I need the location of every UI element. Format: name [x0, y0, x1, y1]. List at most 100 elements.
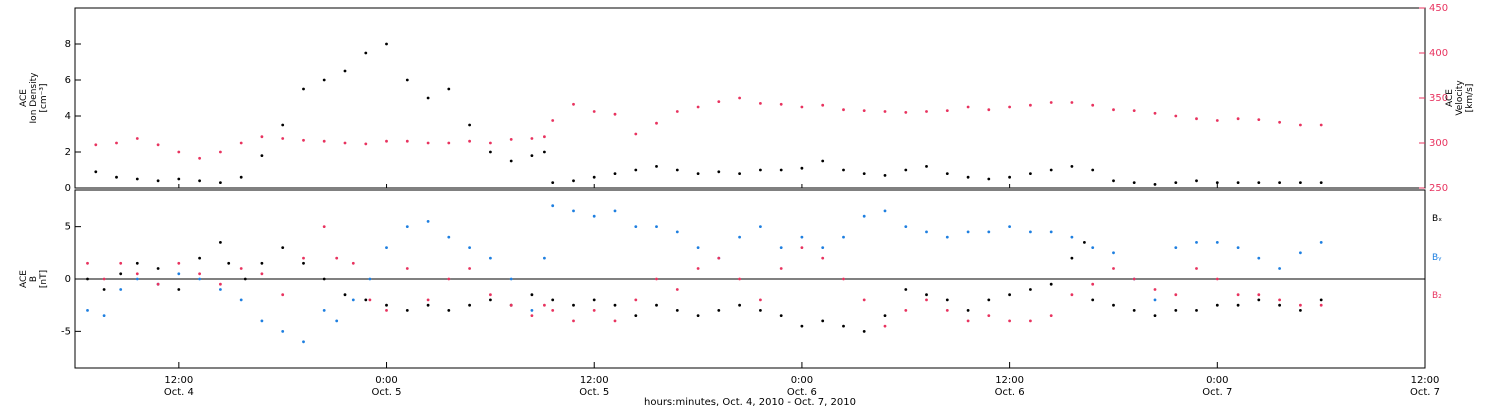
- density-point-19: [489, 150, 492, 154]
- velocity-point-18: [468, 139, 471, 143]
- bx-point-17: [405, 309, 409, 312]
- density-point-53: [1174, 181, 1178, 185]
- bz-point-6: [198, 272, 202, 276]
- bz-point-40: [862, 298, 866, 302]
- x-tick-time-6: 12:00: [1411, 375, 1440, 386]
- velocity-point-58: [1278, 120, 1281, 124]
- by-point-6: [198, 277, 202, 281]
- velocity-point-25: [592, 110, 596, 113]
- bx-point-12: [302, 261, 305, 265]
- bx-point-7: [219, 241, 222, 244]
- density-point-41: [925, 165, 928, 168]
- velocity-point-2: [135, 137, 139, 140]
- bz-point-18: [426, 298, 430, 302]
- velocity-point-59: [1299, 123, 1302, 127]
- density-point-20: [509, 159, 513, 163]
- bx-point-18: [426, 303, 430, 307]
- density-point-37: [842, 168, 845, 172]
- by-point-34: [738, 235, 741, 239]
- bz-point-30: [655, 277, 658, 281]
- by-point-55: [1174, 246, 1178, 250]
- bz-point-36: [779, 267, 783, 270]
- bx-point-34: [759, 309, 762, 312]
- bx-point-23: [530, 293, 534, 297]
- velocity-point-0: [94, 143, 98, 147]
- velocity-axis-label-3: 400: [1429, 48, 1448, 59]
- velocity-point-30: [696, 105, 700, 109]
- velocity-point-43: [966, 105, 970, 109]
- bz-point-7: [219, 282, 222, 286]
- velocity-point-20: [509, 138, 513, 141]
- velocity-point-50: [1112, 108, 1115, 112]
- bx-point-56: [1195, 309, 1198, 312]
- by-point-10: [281, 330, 285, 333]
- bx-point-1: [102, 288, 106, 291]
- velocity-axis-label-1: 300: [1429, 138, 1448, 149]
- bx-point-44: [966, 309, 970, 312]
- by-point-39: [842, 235, 845, 239]
- x-axis-title: hours:minutes, Oct. 4, 2010 - Oct. 7, 20…: [644, 397, 856, 408]
- by-point-16: [385, 246, 388, 250]
- by-point-20: [468, 246, 471, 250]
- by-point-15: [368, 277, 372, 281]
- density-point-39: [883, 174, 887, 177]
- velocity-point-45: [1008, 105, 1011, 109]
- velocity-axis-label-0: 250: [1429, 183, 1448, 194]
- bz-point-5: [177, 261, 181, 265]
- by-point-54: [1153, 298, 1157, 302]
- density-point-42: [945, 172, 949, 176]
- velocity-point-27: [634, 132, 638, 136]
- velocity-point-11: [322, 139, 326, 143]
- by-point-43: [925, 230, 928, 234]
- bz-point-49: [1049, 314, 1053, 317]
- by-point-38: [821, 246, 825, 250]
- velocity-point-35: [800, 105, 804, 109]
- bx-point-15: [364, 298, 368, 302]
- bx-point-6: [198, 256, 202, 260]
- density-point-52: [1153, 183, 1157, 186]
- by-point-59: [1257, 256, 1261, 260]
- bz-point-32: [696, 267, 700, 270]
- velocity-point-21: [530, 137, 534, 140]
- bz-point-44: [945, 309, 949, 312]
- density-point-11: [322, 78, 326, 82]
- bz-point-59: [1257, 293, 1261, 297]
- bx-point-35: [779, 314, 783, 317]
- plasma-panel: 0 2 4 6 8 250 300 350 400 450 ACEIon Density[cm⁻³]…: [19, 3, 1475, 194]
- bz-point-53: [1132, 277, 1136, 281]
- velocity-point-57: [1257, 118, 1261, 121]
- bx-point-37: [821, 319, 825, 323]
- by-point-8: [239, 298, 243, 302]
- bx-point-3: [135, 261, 139, 265]
- velocity-point-46: [1029, 103, 1032, 107]
- density-axis-label-1: 2: [65, 147, 71, 158]
- density-point-60: [1319, 181, 1323, 185]
- bx-point-48: [1049, 282, 1053, 286]
- bz-point-26: [572, 319, 575, 323]
- bx-point-52: [1112, 303, 1115, 307]
- density-point-4: [177, 177, 181, 181]
- density-point-34: [779, 168, 783, 172]
- bz-point-3: [135, 272, 139, 276]
- by-point-25: [551, 204, 555, 208]
- density-point-58: [1278, 181, 1281, 185]
- bz-point-39: [842, 277, 845, 281]
- velocity-point-41: [925, 110, 928, 113]
- velocity-point-13: [364, 142, 368, 146]
- bz-point-33: [717, 256, 721, 260]
- density-point-6: [219, 181, 222, 185]
- bx-point-19: [447, 309, 451, 312]
- by-point-12: [322, 309, 326, 312]
- density-axis-label-3: 6: [65, 75, 71, 86]
- by-point-29: [634, 225, 638, 229]
- legend-bx: Bₓ: [1432, 214, 1442, 224]
- density-point-7: [239, 175, 243, 179]
- bz-point-60: [1278, 298, 1281, 302]
- density-point-24: [572, 179, 575, 183]
- bz-point-29: [634, 298, 638, 302]
- velocity-point-12: [343, 141, 347, 145]
- density-point-32: [738, 172, 741, 176]
- density-point-51: [1132, 181, 1136, 185]
- velocity-point-47: [1049, 101, 1053, 104]
- bz-point-22: [509, 303, 513, 307]
